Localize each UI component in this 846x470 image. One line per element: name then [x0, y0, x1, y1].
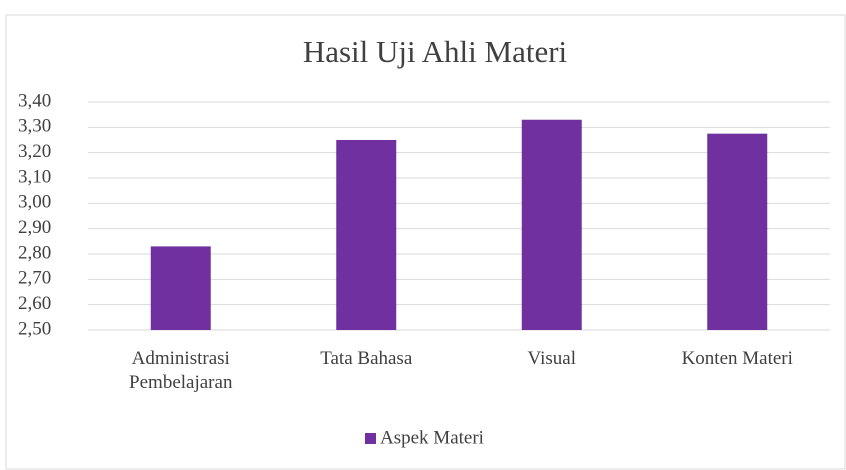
- y-tick-label: 2,90: [18, 217, 51, 238]
- legend-swatch: [365, 433, 376, 444]
- bar: [521, 119, 582, 330]
- y-tick-label: 3,20: [18, 141, 51, 162]
- bar: [336, 140, 397, 330]
- bar: [707, 133, 768, 330]
- y-tick-label: 3,30: [18, 116, 51, 137]
- legend-label: Aspek Materi: [380, 427, 484, 448]
- y-tick-label: 2,80: [18, 242, 51, 263]
- y-tick-label: 2,70: [18, 268, 51, 289]
- x-tick-label: Tata Bahasa: [320, 348, 413, 369]
- x-tick-label: Konten Materi: [681, 348, 793, 369]
- y-tick-label: 3,00: [18, 192, 51, 213]
- x-tick-label: Administrasi Pembelajaran: [129, 348, 233, 393]
- y-tick-label: 2,60: [18, 293, 51, 314]
- bar: [150, 246, 211, 330]
- y-tick-label: 3,40: [18, 90, 51, 111]
- chart-border: [5, 14, 846, 470]
- x-tick-label: Visual: [527, 348, 576, 369]
- y-tick-label: 3,10: [18, 166, 51, 187]
- y-tick-label: 2,50: [18, 318, 51, 339]
- chart-title: Hasil Uji Ahli Materi: [303, 34, 568, 69]
